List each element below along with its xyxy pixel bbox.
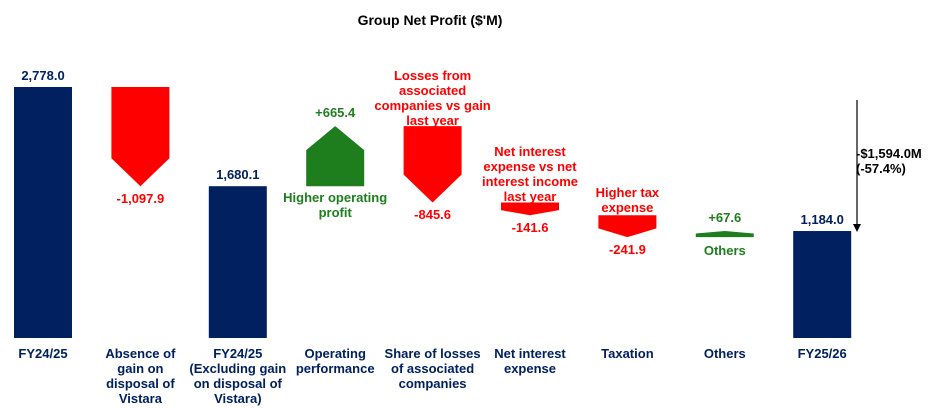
decrease-arrow: [598, 215, 657, 238]
annotation: Net interest expense vs net interest inc…: [481, 144, 579, 204]
x-tick-label: Net interest expense: [494, 346, 566, 376]
value-label: 1,184.0: [800, 212, 844, 228]
value-label: -241.9: [608, 242, 646, 258]
annotation: Losses from associated companies vs gain…: [374, 68, 491, 128]
annotation: Others: [703, 243, 746, 259]
x-tick-label: Absence of gain on disposal of Vistara: [105, 346, 176, 406]
x-tick-label: FY24/25: [18, 346, 68, 361]
x-tick-label: Taxation: [601, 346, 654, 361]
chart-title: Group Net Profit ($'M): [357, 12, 503, 28]
value-label: +67.6: [708, 210, 742, 226]
value-label: +665.4: [315, 105, 356, 121]
value-label: -845.6: [414, 207, 452, 223]
x-tick-label: FY24/25 (Excluding gain on disposal of V…: [189, 346, 287, 406]
decrease-arrow: [403, 126, 462, 203]
side-note: -$1,594.0M (-57.4%): [856, 146, 922, 176]
decrease-arrow: [111, 87, 170, 187]
value-label: -141.6: [511, 220, 549, 236]
bar: [208, 186, 267, 338]
bar: [793, 231, 852, 338]
x-tick-label: FY25/26: [797, 346, 847, 361]
x-tick-label: Operating performance: [295, 346, 375, 376]
change-arrow-head: [853, 224, 861, 232]
value-label: 1,680.1: [216, 167, 260, 183]
increase-arrow: [306, 126, 365, 187]
annotation: Higher operating profit: [283, 190, 388, 221]
x-tick-label: Share of losses of associated companies: [384, 346, 481, 391]
bar: [14, 87, 72, 339]
increase-arrow: [695, 231, 754, 238]
annotation: Higher tax expense: [595, 185, 660, 215]
value-label: -1,097.9: [116, 191, 165, 207]
decrease-arrow: [501, 202, 559, 216]
x-tick-label: Others: [703, 346, 746, 361]
value-label: 2,778.0: [21, 68, 65, 83]
